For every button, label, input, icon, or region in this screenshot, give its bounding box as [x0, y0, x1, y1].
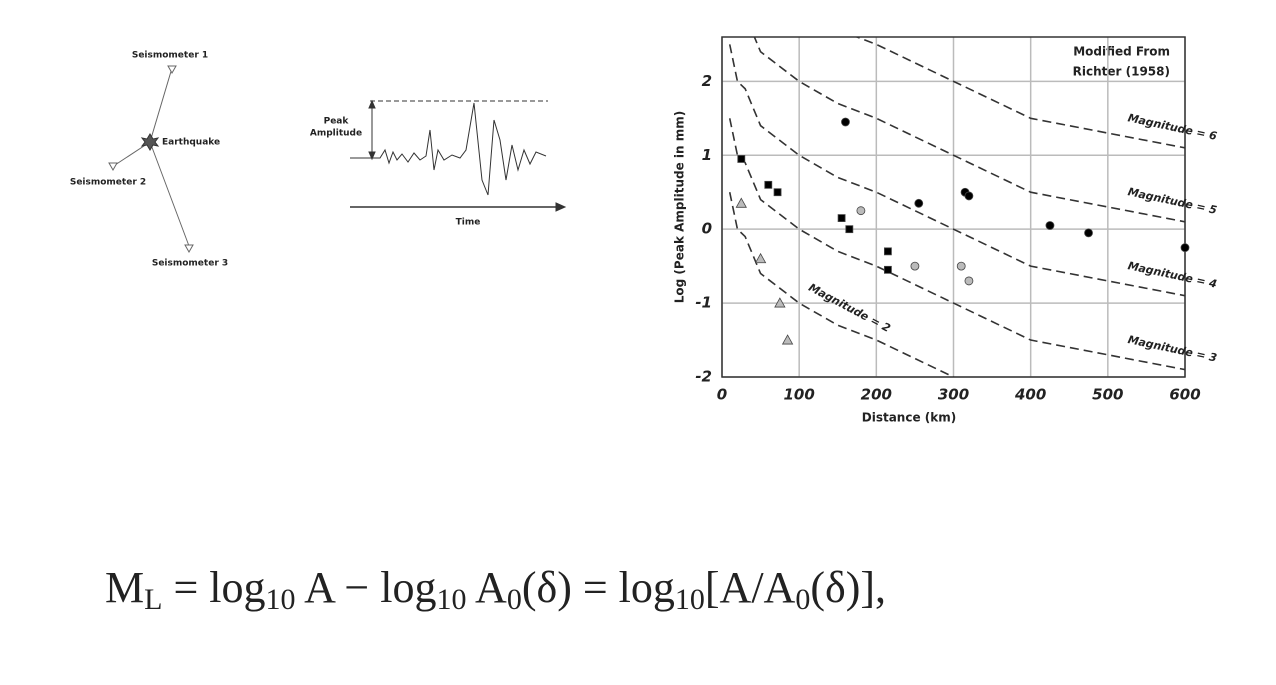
peak-label: Peak: [324, 117, 350, 127]
annotation: Richter (1958): [1073, 65, 1170, 79]
point: [841, 117, 850, 127]
seismometer-diagram: [108, 65, 194, 254]
y-tick-label: 2: [702, 72, 712, 90]
magnitude-curve: [728, 192, 956, 377]
subscript: 10: [436, 583, 466, 616]
seismometer-label: Seismometer 1: [132, 51, 208, 61]
x-tick-label: 200: [861, 386, 892, 404]
point: [754, 252, 767, 264]
x-tick-label: 300: [938, 386, 969, 404]
point: [914, 198, 924, 208]
x-tick-label: 0: [717, 386, 727, 404]
point: [884, 247, 892, 256]
point: [735, 197, 747, 208]
point: [781, 334, 794, 345]
annotation: Modified From: [1073, 45, 1170, 59]
y-tick-label: 0: [702, 220, 712, 238]
point: [1084, 228, 1093, 238]
formula-part: A: [466, 563, 507, 612]
point: [964, 276, 974, 286]
x-tick-label: 400: [1014, 386, 1046, 404]
earthquake-label: Earthquake: [162, 138, 220, 148]
point: [737, 155, 746, 163]
y-tick-label: 1: [702, 146, 712, 164]
formula-part: = log: [162, 563, 265, 612]
point: [884, 265, 892, 274]
y-axis-label: Log (Peak Amplitude in mm): [673, 111, 687, 303]
x-tick-label: 600: [1169, 386, 1200, 404]
magnitude-label: Magnitude = 6: [1127, 111, 1219, 143]
subscript: 10: [266, 583, 296, 616]
point: [1045, 221, 1055, 230]
point: [774, 297, 786, 308]
y-tick-label: -2: [695, 368, 712, 386]
magnitude-curve: [728, 44, 1185, 297]
magnitude-label: Magnitude = 5: [1127, 185, 1219, 217]
x-axis-label: Distance (km): [862, 411, 956, 425]
point: [764, 180, 773, 189]
formula: ML = log10 A − log10 A0(δ) = log10[A/A0(…: [105, 563, 886, 616]
formula-part: [A/A: [705, 563, 796, 612]
subscript: 10: [675, 583, 705, 616]
formula-part: M: [105, 563, 144, 612]
peak-label: Amplitude: [310, 129, 362, 139]
formula-part: (δ) = log: [522, 563, 675, 612]
magnitude-label: Magnitude = 4: [1127, 259, 1219, 291]
magnitude-label: Magnitude = 3: [1127, 333, 1219, 365]
point: [856, 206, 866, 216]
time-label: Time: [456, 218, 481, 228]
subscript: L: [144, 583, 162, 616]
plot: [721, 36, 1190, 378]
seismometer-label: Seismometer 3: [152, 259, 228, 269]
x-tick-label: 500: [1092, 386, 1123, 404]
point: [910, 261, 920, 271]
formula-part: A − log: [296, 563, 437, 612]
x-tick-label: 100: [784, 386, 815, 404]
magnitude-label: Magnitude = 2: [806, 281, 893, 335]
y-tick-label: -1: [695, 294, 712, 312]
waveform: [350, 99, 567, 212]
subscript: 0: [795, 583, 810, 616]
point: [773, 188, 782, 197]
seismometer-label: Seismometer 2: [70, 178, 146, 188]
point: [837, 214, 846, 222]
point: [964, 191, 974, 201]
point: [1180, 243, 1190, 253]
point: [845, 225, 854, 234]
magnitude-curve: [854, 37, 1185, 149]
formula-part: (δ)],: [810, 563, 886, 612]
subscript: 0: [507, 583, 522, 616]
point: [956, 261, 966, 271]
magnitude-curve: [753, 37, 1185, 223]
